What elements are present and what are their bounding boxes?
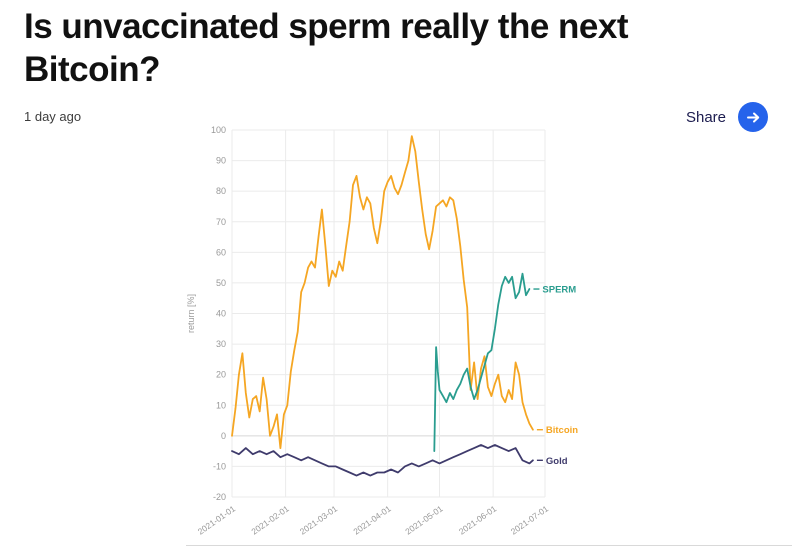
meta-row: 1 day ago Share [24,102,768,136]
y-tick-label: 20 [216,370,226,380]
x-tick-label: 2021-02-01 [249,503,291,536]
y-tick-label: 40 [216,309,226,319]
series-label-gold: Gold [546,456,568,467]
article-divider [186,545,792,546]
y-tick-label: 70 [216,217,226,227]
x-tick-label: 2021-03-01 [298,503,340,536]
y-tick-label: -20 [213,492,226,502]
y-tick-label: -10 [213,461,226,471]
x-tick-label: 2021-06-01 [457,503,499,536]
x-tick-label: 2021-04-01 [351,503,393,536]
y-tick-label: 10 [216,400,226,410]
series-line-sperm [433,272,531,453]
series-line-bitcoin [231,135,534,450]
series-line-gold [231,444,534,477]
y-tick-label: 90 [216,156,226,166]
share-button[interactable] [738,102,768,132]
article-timestamp: 1 day ago [24,109,82,124]
share-arrow-icon [746,112,759,122]
x-tick-label: 2021-01-01 [196,503,238,536]
returns-chart: 100 90 80 70 60 50 40 30 20 10 0 -10 -20 2021-01-01 20… [178,116,618,546]
y-tick-label: 0 [221,431,226,441]
y-tick-label: 80 [216,186,226,196]
y-axis-title: return [%] [186,294,196,333]
y-tick-label: 100 [211,125,226,135]
share-label: Share [685,108,726,126]
y-tick-label: 50 [216,278,226,288]
y-tick-label: 60 [216,247,226,257]
series-label-bitcoin: Bitcoin [546,425,578,436]
article-title: Is unvaccinated sperm really the next Bi… [24,7,628,89]
share-control[interactable]: Share [686,102,768,132]
y-tick-label: 30 [216,339,226,349]
x-tick-label: 2021-05-01 [403,503,445,536]
x-tick-label: 2021-07-01 [509,503,551,536]
series-label-sperm: SPERM [542,285,576,296]
